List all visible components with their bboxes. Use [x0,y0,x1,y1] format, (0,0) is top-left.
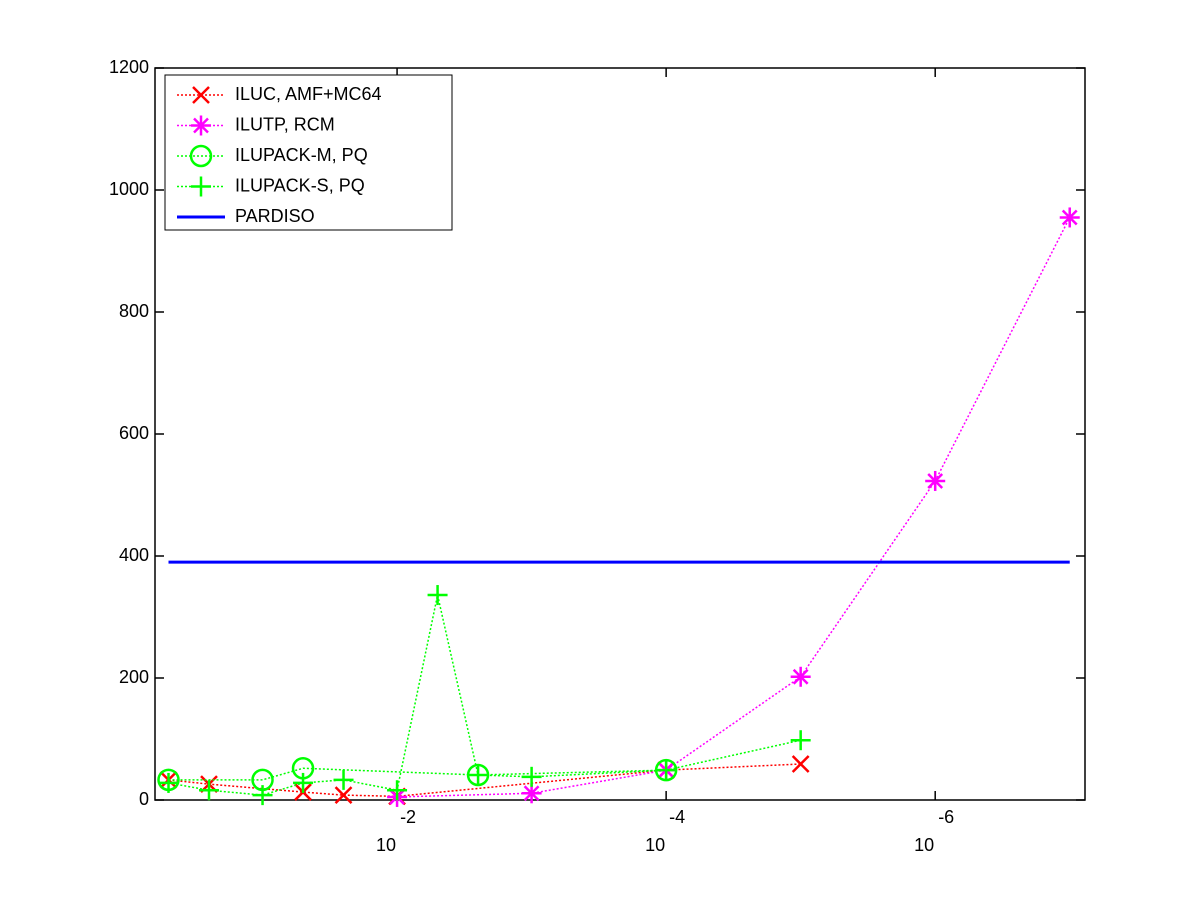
marker-stroke [334,786,353,805]
data-point [334,786,353,805]
x-tick-label: 10 [645,835,665,855]
data-point [656,760,677,781]
y-tick-label: 200 [119,667,149,687]
data-point [252,785,273,806]
marker-stroke [192,86,210,104]
legend-label: ILUC, AMF+MC64 [235,84,382,104]
marker-stroke [1061,209,1078,226]
legend-label: ILUPACK-S, PQ [235,175,365,195]
x-tick-exponent: -6 [938,807,954,827]
data-point [790,666,811,687]
data-point [158,772,179,793]
legend-marker [192,86,210,104]
legend-label: PARDISO [235,206,315,226]
marker-stroke [523,785,540,802]
data-point [790,730,811,751]
data-point [333,769,354,790]
legend-marker [191,176,211,197]
series-line [397,217,1071,798]
x-tick-exponent: -2 [400,807,416,827]
x-tick-label: 10 [914,835,934,855]
y-tick-label: 600 [119,423,149,443]
legend-marker [189,144,213,168]
legend-box [164,74,453,231]
data-point [925,470,946,491]
marker-stroke [193,117,209,134]
x-tick-exponent: -4 [669,807,685,827]
data-point [791,755,810,773]
series-line [168,767,667,781]
marker-stroke [792,668,809,685]
data-point [427,585,448,606]
y-tick-label: 1200 [109,57,149,77]
data-point [521,766,542,787]
data-point [387,780,408,801]
legend-marker [191,115,211,136]
data-point [293,772,314,793]
y-tick-label: 800 [119,301,149,321]
legend-label: ILUTP, RCM [235,114,335,134]
legend-label: ILUPACK-M, PQ [235,145,368,165]
x-tick-label: 10 [376,835,396,855]
marker-circle [189,144,213,168]
y-tick-label: 400 [119,545,149,565]
data-point [199,780,220,801]
marker-stroke [927,473,944,489]
y-tick-label: 1000 [109,179,149,199]
y-tick-label: 0 [139,789,149,809]
data-point [468,764,489,785]
marker-stroke [791,755,810,773]
data-point [1059,207,1080,228]
